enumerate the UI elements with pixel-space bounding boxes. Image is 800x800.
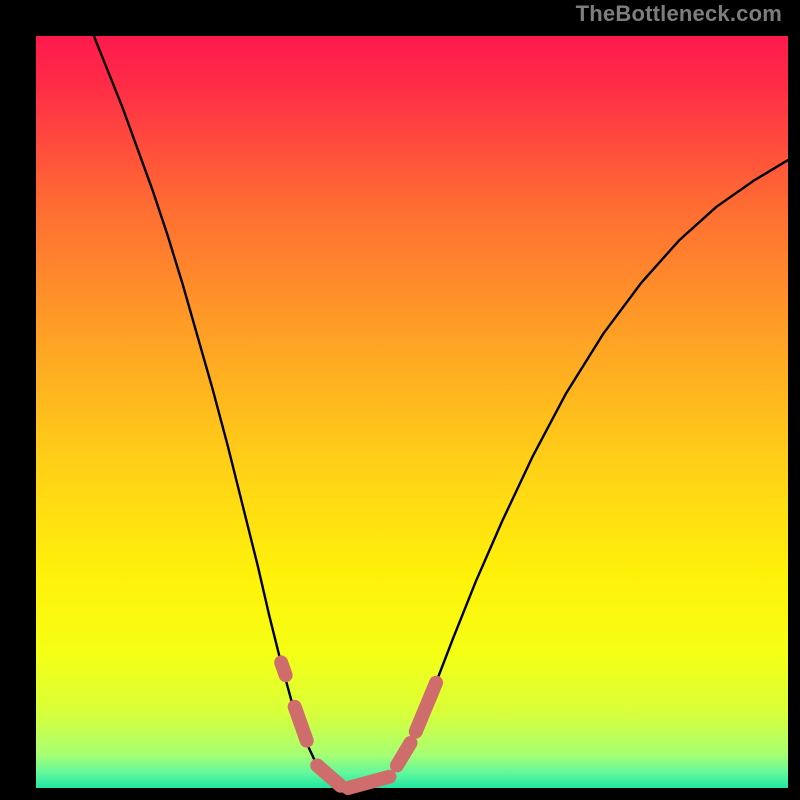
marker-seg-1 [295,707,307,741]
marker-seg-5 [416,683,436,732]
marker-seg-2 [317,765,340,785]
marker-seg-4 [397,743,411,766]
curve-left_branch [94,36,359,788]
chart-svg-layer [0,0,800,800]
marker-overlay-group [281,662,436,788]
curve-right_branch [359,160,788,788]
curve-group [94,36,788,788]
watermark-text: TheBottleneck.com [576,1,782,27]
chart-frame: TheBottleneck.com [0,0,800,800]
marker-seg-3 [348,777,389,788]
marker-seg-0 [281,662,286,675]
